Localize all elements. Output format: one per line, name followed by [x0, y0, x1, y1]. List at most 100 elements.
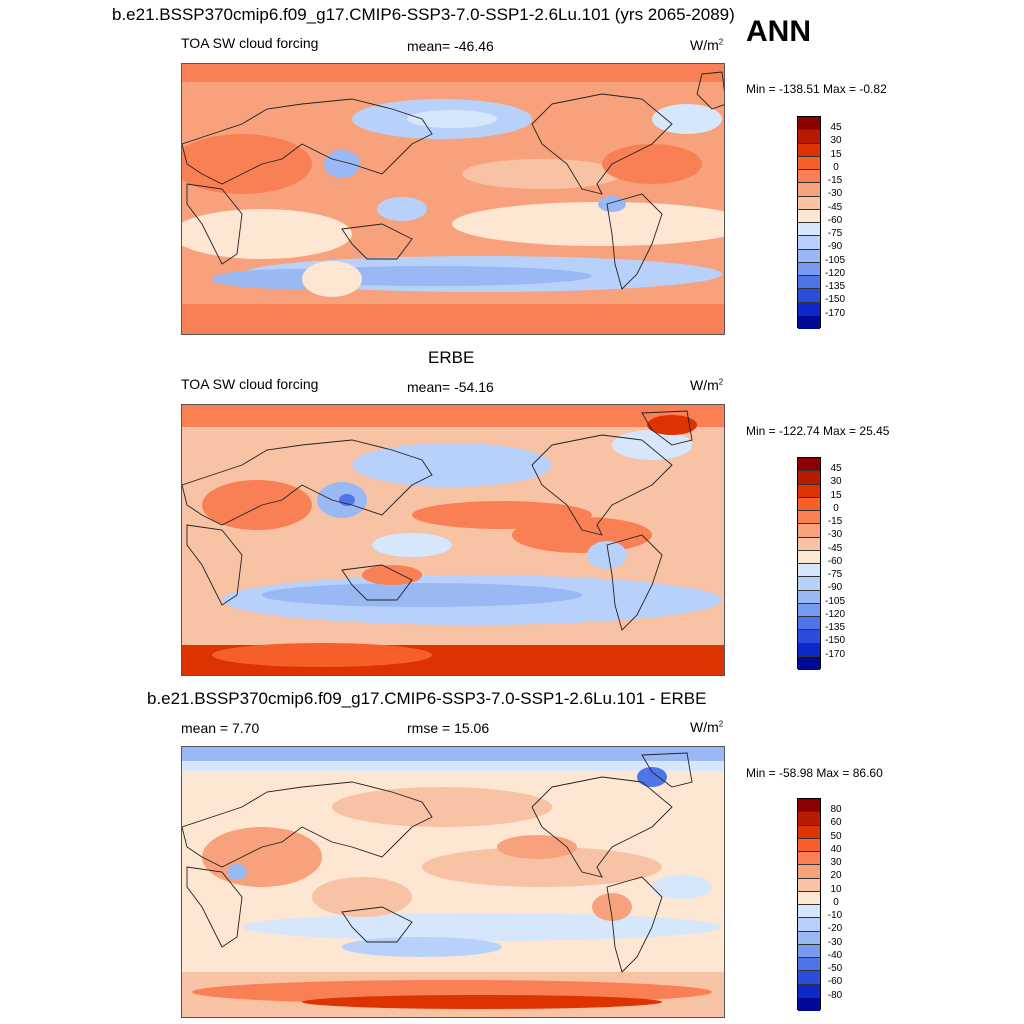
colorbar-swatch — [798, 170, 820, 184]
colorbar-swatch — [798, 630, 820, 644]
colorbar-swatch — [798, 315, 820, 329]
colorbar-swatch — [798, 117, 820, 131]
colorbar-swatch — [798, 511, 820, 525]
colorbar-tick-label: -45 — [827, 542, 843, 554]
panel1-mean-label: mean= -46.46 — [407, 38, 494, 54]
colorbar-swatch — [798, 878, 820, 892]
colorbar-swatch — [798, 130, 820, 144]
colorbar-swatch — [798, 825, 820, 839]
panel1-left-label: TOA SW cloud forcing — [181, 35, 319, 51]
colorbar-swatch — [798, 484, 820, 498]
colorbar-swatch — [798, 497, 820, 511]
colorbar-swatch — [798, 958, 820, 972]
colorbar-tick-label: -75 — [827, 569, 843, 580]
colorbar-tick-label: -30 — [827, 529, 843, 541]
colorbar-swatch — [798, 156, 820, 170]
colorbar-swatch — [798, 471, 820, 485]
panel2-colorbar-swatches — [798, 458, 820, 670]
colorbar-swatch — [798, 931, 820, 945]
colorbar-tick-label: 45 — [830, 122, 842, 133]
panel2-colorbar — [797, 457, 821, 670]
colorbar-swatch — [798, 236, 820, 250]
colorbar-swatch — [798, 590, 820, 604]
colorbar-swatch — [798, 249, 820, 263]
colorbar-swatch — [798, 643, 820, 657]
colorbar-tick-label: -15 — [827, 516, 843, 527]
colorbar-tick-label: 40 — [830, 843, 842, 855]
colorbar-tick-label: -60 — [827, 976, 843, 988]
panel2-mean-label: mean= -54.16 — [407, 379, 494, 395]
panel3-minmax: Min = -58.98 Max = 86.60 — [746, 766, 883, 780]
colorbar-swatch — [798, 812, 820, 826]
colorbar-swatch — [798, 262, 820, 276]
colorbar-tick-label: -135 — [825, 622, 846, 633]
colorbar-tick-label: 20 — [830, 870, 842, 882]
colorbar-swatch — [798, 289, 820, 303]
panel3-mean-label: mean = 7.70 — [181, 720, 260, 736]
panel1-minmax: Min = -138.51 Max = -0.82 — [746, 82, 887, 96]
panel3-rmse-label: rmse = 15.06 — [407, 720, 490, 736]
colorbar-tick-label: -120 — [825, 608, 846, 620]
colorbar-swatch — [798, 918, 820, 932]
colorbar-tick-label: 15 — [830, 148, 842, 160]
colorbar-swatch — [798, 458, 820, 472]
colorbar-tick-label: -20 — [827, 923, 843, 935]
colorbar-swatch — [798, 865, 820, 879]
colorbar-swatch — [798, 223, 820, 237]
colorbar-swatch — [798, 997, 820, 1011]
colorbar-tick-label: -135 — [825, 281, 846, 292]
colorbar-tick-label: 0 — [833, 161, 839, 173]
colorbar-tick-label: -45 — [827, 201, 843, 213]
colorbar-swatch — [798, 984, 820, 998]
colorbar-swatch — [798, 143, 820, 157]
colorbar-tick-label: 10 — [830, 883, 842, 895]
colorbar-tick-label: 30 — [830, 476, 842, 488]
colorbar-swatch — [798, 944, 820, 958]
colorbar-tick-label: 0 — [833, 502, 839, 514]
colorbar-swatch — [798, 891, 820, 905]
panel1-map — [181, 63, 725, 335]
colorbar-swatch — [798, 564, 820, 578]
colorbar-swatch — [798, 550, 820, 564]
colorbar-tick-label: -50 — [827, 963, 843, 974]
panel1-units: W/m2 — [690, 37, 724, 53]
colorbar-tick-label: -10 — [827, 910, 843, 921]
colorbar-tick-label: -80 — [827, 989, 843, 1001]
colorbar-swatch — [798, 302, 820, 316]
panel2-units: W/m2 — [690, 377, 724, 393]
colorbar-swatch — [798, 183, 820, 197]
colorbar-swatch — [798, 838, 820, 852]
panel3-colorbar — [797, 798, 821, 1011]
colorbar-swatch — [798, 799, 820, 813]
colorbar-tick-label: -150 — [825, 294, 846, 306]
colorbar-tick-label: -60 — [827, 555, 843, 567]
colorbar-tick-label: -120 — [825, 267, 846, 279]
panel2-map — [181, 404, 725, 676]
colorbar-tick-label: 80 — [830, 804, 842, 815]
colorbar-swatch — [798, 524, 820, 538]
panel3-units: W/m2 — [690, 719, 724, 735]
colorbar-tick-label: -105 — [825, 595, 846, 607]
colorbar-swatch — [798, 209, 820, 223]
panel3-title: b.e21.BSSP370cmip6.f09_g17.CMIP6-SSP3-7.… — [147, 689, 707, 708]
run-title: b.e21.BSSP370cmip6.f09_g17.CMIP6-SSP3-7.… — [112, 5, 735, 24]
colorbar-tick-label: 0 — [833, 896, 839, 908]
panel2-left-label: TOA SW cloud forcing — [181, 376, 319, 392]
colorbar-swatch — [798, 852, 820, 866]
colorbar-tick-label: -170 — [825, 648, 846, 660]
colorbar-tick-label: 50 — [830, 830, 842, 842]
panel2-minmax: Min = -122.74 Max = 25.45 — [746, 424, 890, 438]
colorbar-tick-label: 45 — [830, 463, 842, 474]
panel2-title: ERBE — [428, 348, 475, 367]
colorbar-tick-label: -90 — [827, 582, 843, 594]
panel3-colorbar-swatches — [798, 799, 820, 1011]
colorbar-tick-label: -40 — [827, 949, 843, 961]
colorbar-swatch — [798, 276, 820, 290]
colorbar-tick-label: -60 — [827, 214, 843, 226]
colorbar-swatch — [798, 617, 820, 631]
colorbar-swatch — [798, 905, 820, 919]
colorbar-tick-label: 15 — [830, 489, 842, 501]
colorbar-tick-label: -170 — [825, 307, 846, 319]
panel1-colorbar-swatches — [798, 117, 820, 329]
colorbar-tick-label: -30 — [827, 188, 843, 200]
